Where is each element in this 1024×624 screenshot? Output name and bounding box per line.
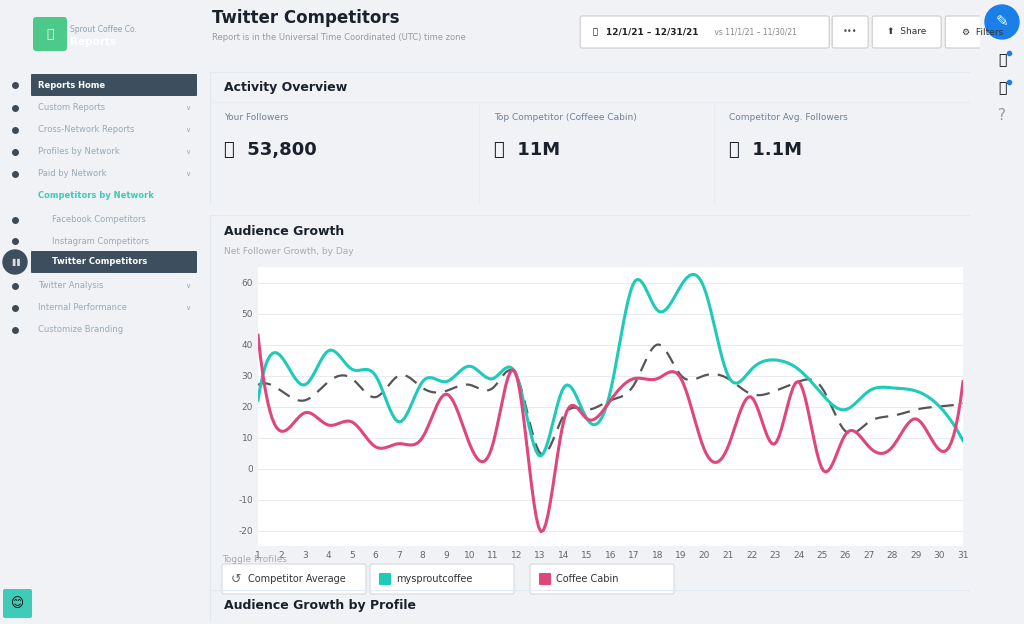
Text: ▐▐: ▐▐ bbox=[9, 258, 20, 266]
Text: mysproutcoffee: mysproutcoffee bbox=[396, 574, 472, 584]
FancyBboxPatch shape bbox=[581, 16, 829, 48]
Text: ∨: ∨ bbox=[185, 105, 190, 111]
Text: vs 11/1/21 – 11/30/21: vs 11/1/21 – 11/30/21 bbox=[713, 27, 797, 36]
Text: ⬆  Share: ⬆ Share bbox=[887, 27, 926, 36]
Text: Report is in the Universal Time Coordinated (UTC) time zone: Report is in the Universal Time Coordina… bbox=[212, 34, 466, 42]
Text: Dec: Dec bbox=[258, 568, 275, 577]
Text: Twitter Competitors: Twitter Competitors bbox=[52, 258, 147, 266]
Text: ∨: ∨ bbox=[185, 283, 190, 289]
Text: Twitter Analysis: Twitter Analysis bbox=[38, 281, 103, 291]
Text: Audience Growth by Profile: Audience Growth by Profile bbox=[224, 600, 416, 613]
Text: Net Follower Growth, by Day: Net Follower Growth, by Day bbox=[224, 246, 353, 255]
Text: ↺: ↺ bbox=[230, 572, 242, 585]
Circle shape bbox=[985, 5, 1019, 39]
Text: Reports Home: Reports Home bbox=[38, 80, 105, 89]
Text: Customize Branding: Customize Branding bbox=[38, 326, 123, 334]
Text: Competitor Average: Competitor Average bbox=[248, 574, 346, 584]
FancyBboxPatch shape bbox=[3, 589, 32, 618]
Text: Toggle Profiles: Toggle Profiles bbox=[222, 555, 287, 565]
Text: 🔔: 🔔 bbox=[997, 53, 1007, 67]
Text: Reports: Reports bbox=[70, 37, 116, 47]
FancyBboxPatch shape bbox=[31, 251, 197, 273]
Text: 12/1/21 – 12/31/21: 12/1/21 – 12/31/21 bbox=[606, 27, 698, 36]
FancyBboxPatch shape bbox=[33, 17, 67, 51]
Text: Audience Growth: Audience Growth bbox=[224, 225, 344, 238]
Text: Sprout Coffee Co.: Sprout Coffee Co. bbox=[70, 26, 137, 34]
Circle shape bbox=[3, 250, 27, 274]
FancyBboxPatch shape bbox=[222, 564, 366, 594]
Text: Competitor Avg. Followers: Competitor Avg. Followers bbox=[729, 114, 848, 122]
Text: 👤  11M: 👤 11M bbox=[494, 141, 560, 159]
Text: Your Followers: Your Followers bbox=[224, 114, 289, 122]
Text: ∨: ∨ bbox=[185, 127, 190, 133]
FancyBboxPatch shape bbox=[833, 16, 868, 48]
Text: •••: ••• bbox=[843, 27, 857, 36]
FancyBboxPatch shape bbox=[539, 573, 551, 585]
Text: 😊: 😊 bbox=[10, 598, 24, 610]
Text: ∨: ∨ bbox=[185, 171, 190, 177]
Text: Profiles by Network: Profiles by Network bbox=[38, 147, 120, 157]
FancyBboxPatch shape bbox=[530, 564, 674, 594]
Text: ∨: ∨ bbox=[185, 149, 190, 155]
Text: 👥  53,800: 👥 53,800 bbox=[224, 141, 316, 159]
Text: Internal Performance: Internal Performance bbox=[38, 303, 127, 313]
Text: Activity Overview: Activity Overview bbox=[224, 82, 347, 94]
FancyBboxPatch shape bbox=[370, 564, 514, 594]
Text: ⚙  Filters: ⚙ Filters bbox=[962, 27, 1002, 36]
Text: ?: ? bbox=[998, 109, 1006, 124]
FancyBboxPatch shape bbox=[379, 573, 391, 585]
Text: 🏢  1.1M: 🏢 1.1M bbox=[729, 141, 803, 159]
Text: Top Competitor (Coffeee Cabin): Top Competitor (Coffeee Cabin) bbox=[494, 114, 637, 122]
Text: ✎: ✎ bbox=[995, 14, 1009, 29]
Text: Competitors by Network: Competitors by Network bbox=[38, 192, 154, 200]
FancyBboxPatch shape bbox=[31, 74, 197, 96]
Text: Paid by Network: Paid by Network bbox=[38, 170, 106, 178]
Text: Twitter Competitors: Twitter Competitors bbox=[212, 9, 399, 27]
Text: 📅: 📅 bbox=[592, 27, 597, 36]
FancyBboxPatch shape bbox=[945, 16, 1019, 48]
Text: ∨: ∨ bbox=[185, 305, 190, 311]
Text: Instagram Competitors: Instagram Competitors bbox=[52, 236, 150, 245]
Text: Coffee Cabin: Coffee Cabin bbox=[556, 574, 618, 584]
Text: 🔗: 🔗 bbox=[997, 81, 1007, 95]
FancyBboxPatch shape bbox=[872, 16, 941, 48]
Text: Cross-Network Reports: Cross-Network Reports bbox=[38, 125, 134, 135]
Text: 🌿: 🌿 bbox=[46, 27, 53, 41]
Text: Custom Reports: Custom Reports bbox=[38, 104, 105, 112]
Text: Facebook Competitors: Facebook Competitors bbox=[52, 215, 145, 225]
